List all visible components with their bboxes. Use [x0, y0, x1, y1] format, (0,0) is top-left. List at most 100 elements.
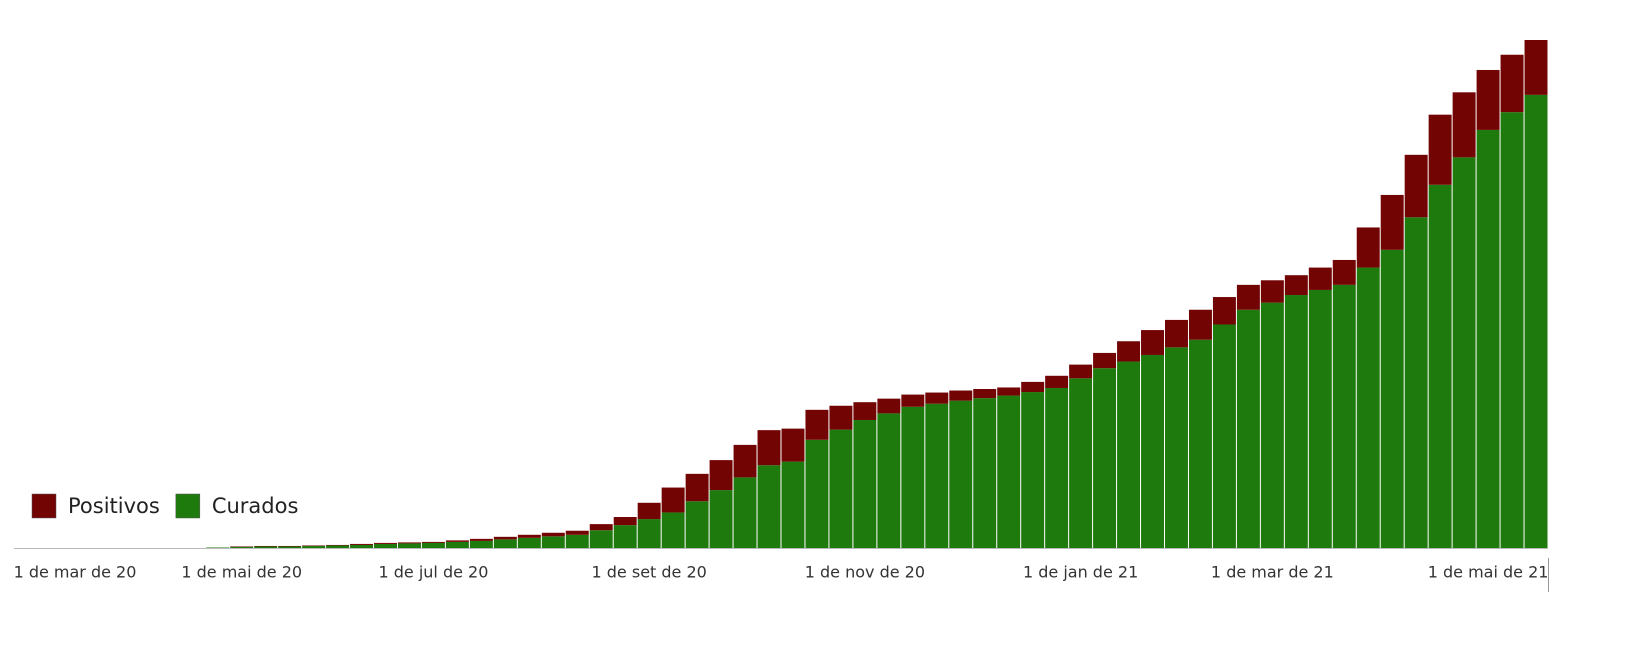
bar-segment: [421, 542, 445, 548]
bar-segment: [1524, 94, 1548, 548]
bar-segment: [877, 398, 901, 414]
bar-segment: [302, 545, 326, 546]
bar-segment: [709, 490, 733, 548]
bar-segment: [1212, 324, 1236, 548]
bar-segment: [1141, 354, 1164, 548]
bar-segment: [613, 525, 637, 548]
bar-segment: [1284, 295, 1308, 548]
bar-segment: [829, 405, 853, 430]
x-tick-label: 1 de nov de 20: [805, 563, 925, 582]
bar-segment: [997, 387, 1021, 396]
bar-segment: [829, 429, 853, 548]
bar-segment: [949, 390, 973, 401]
legend-label: Positivos: [68, 494, 160, 518]
bar-segment: [1308, 289, 1332, 548]
bar-segment: [469, 538, 493, 541]
x-tick-label: 1 de mai de 20: [181, 563, 302, 582]
bar-segment: [565, 534, 589, 548]
bar-segment: [1524, 40, 1548, 95]
bar-segment: [925, 403, 949, 548]
bar-segment: [565, 530, 589, 535]
bar-segment: [733, 444, 757, 478]
legend-label: Curados: [212, 494, 299, 518]
bar-segment: [757, 430, 781, 466]
bar-segment: [1308, 267, 1332, 290]
bar-segment: [757, 465, 781, 548]
bar-segment: [326, 544, 350, 546]
bar-segment: [1093, 368, 1117, 548]
bar-segment: [637, 502, 661, 520]
bar-segment: [421, 541, 445, 543]
bar-segment: [374, 543, 397, 548]
bar-segment: [685, 501, 709, 548]
bar-segment: [278, 546, 302, 548]
bar-segment: [685, 473, 709, 502]
bar-segment: [398, 542, 421, 544]
bar-segment: [733, 477, 757, 548]
bar-segment: [901, 394, 925, 407]
bar-segment: [206, 547, 230, 548]
bar-segment: [1236, 309, 1260, 548]
bar-segment: [781, 428, 805, 462]
bar-segment: [1069, 378, 1093, 548]
x-tick-label: 1 de jan de 21: [1023, 563, 1138, 582]
bar-segment: [230, 546, 254, 548]
bar-segment: [853, 419, 877, 548]
bar-segment: [709, 460, 733, 491]
bar-segment: [445, 540, 469, 542]
bar-segment: [469, 540, 493, 548]
bar-segment: [1284, 275, 1308, 296]
bar-segment: [1117, 341, 1141, 362]
bar-segment: [1332, 284, 1356, 548]
bar-segment: [1356, 267, 1380, 548]
bar-segment: [661, 512, 685, 548]
bar-segment: [805, 439, 829, 548]
bar-segment: [517, 537, 541, 548]
bar-segment: [326, 545, 350, 548]
bar-segment: [541, 532, 565, 537]
legend-swatch: [175, 493, 201, 519]
bar-segment: [254, 545, 278, 547]
bar-segment: [901, 406, 925, 548]
bar-segment: [302, 545, 326, 548]
bar-segment: [278, 545, 302, 547]
bar-segment: [1500, 112, 1524, 549]
bar-segment: [1476, 129, 1500, 548]
bar-segment: [925, 392, 949, 404]
bar-segment: [350, 543, 374, 545]
bar-segment: [254, 546, 278, 548]
bar-segment: [1188, 309, 1212, 340]
bar-segment: [1069, 364, 1093, 379]
bar-segment: [230, 546, 254, 547]
bar-segment: [517, 534, 541, 538]
bar-segment: [1093, 352, 1117, 369]
x-tick-label: 1 de set de 20: [592, 563, 707, 582]
bar-segment: [637, 519, 661, 548]
bar-segment: [853, 402, 877, 420]
bar-segment: [1236, 284, 1260, 310]
bar-segment: [1356, 227, 1380, 268]
bar-segment: [589, 530, 613, 548]
bar-segment: [973, 398, 997, 548]
x-tick-label: 1 de mar de 20: [14, 563, 137, 582]
bar-segment: [541, 536, 565, 548]
bar-segment: [445, 541, 469, 548]
bar-segment: [1212, 297, 1236, 325]
bar-segment: [493, 539, 517, 548]
bar-segment: [1452, 157, 1476, 548]
bar-segment: [1141, 330, 1164, 355]
bar-segment: [1404, 217, 1428, 549]
bar-segment: [1428, 114, 1452, 185]
bar-segment: [1452, 92, 1476, 158]
bar-segment: [1045, 375, 1069, 388]
bar-segment: [1260, 302, 1284, 548]
bar-segment: [1260, 280, 1284, 303]
bar-segment: [781, 461, 805, 548]
bar-segment: [1021, 381, 1045, 393]
legend-swatch: [31, 493, 57, 519]
bar-segment: [374, 542, 397, 544]
bar-segment: [949, 400, 973, 548]
bar-segment: [613, 517, 637, 526]
bar-segment: [973, 388, 997, 399]
bar-segment: [1188, 339, 1212, 548]
